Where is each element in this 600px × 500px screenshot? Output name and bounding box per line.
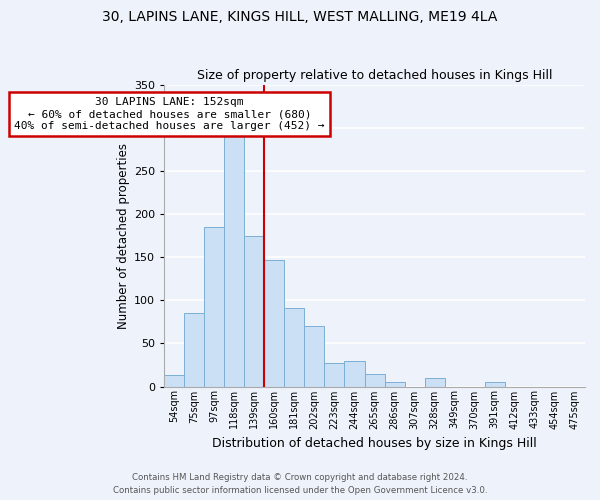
Bar	[244, 236, 264, 386]
Bar	[204, 227, 224, 386]
Y-axis label: Number of detached properties: Number of detached properties	[117, 142, 130, 328]
Title: Size of property relative to detached houses in Kings Hill: Size of property relative to detached ho…	[197, 69, 552, 82]
Bar	[264, 260, 284, 386]
Bar	[425, 378, 445, 386]
Bar	[184, 313, 204, 386]
Bar	[365, 374, 385, 386]
Bar	[485, 382, 505, 386]
Bar	[224, 136, 244, 386]
Bar	[325, 363, 344, 386]
Text: 30 LAPINS LANE: 152sqm
← 60% of detached houses are smaller (680)
40% of semi-de: 30 LAPINS LANE: 152sqm ← 60% of detached…	[14, 98, 325, 130]
Bar	[284, 308, 304, 386]
Bar	[385, 382, 404, 386]
Bar	[304, 326, 325, 386]
Text: 30, LAPINS LANE, KINGS HILL, WEST MALLING, ME19 4LA: 30, LAPINS LANE, KINGS HILL, WEST MALLIN…	[103, 10, 497, 24]
Bar	[344, 360, 365, 386]
Text: Contains HM Land Registry data © Crown copyright and database right 2024.
Contai: Contains HM Land Registry data © Crown c…	[113, 474, 487, 495]
X-axis label: Distribution of detached houses by size in Kings Hill: Distribution of detached houses by size …	[212, 437, 537, 450]
Bar	[164, 376, 184, 386]
